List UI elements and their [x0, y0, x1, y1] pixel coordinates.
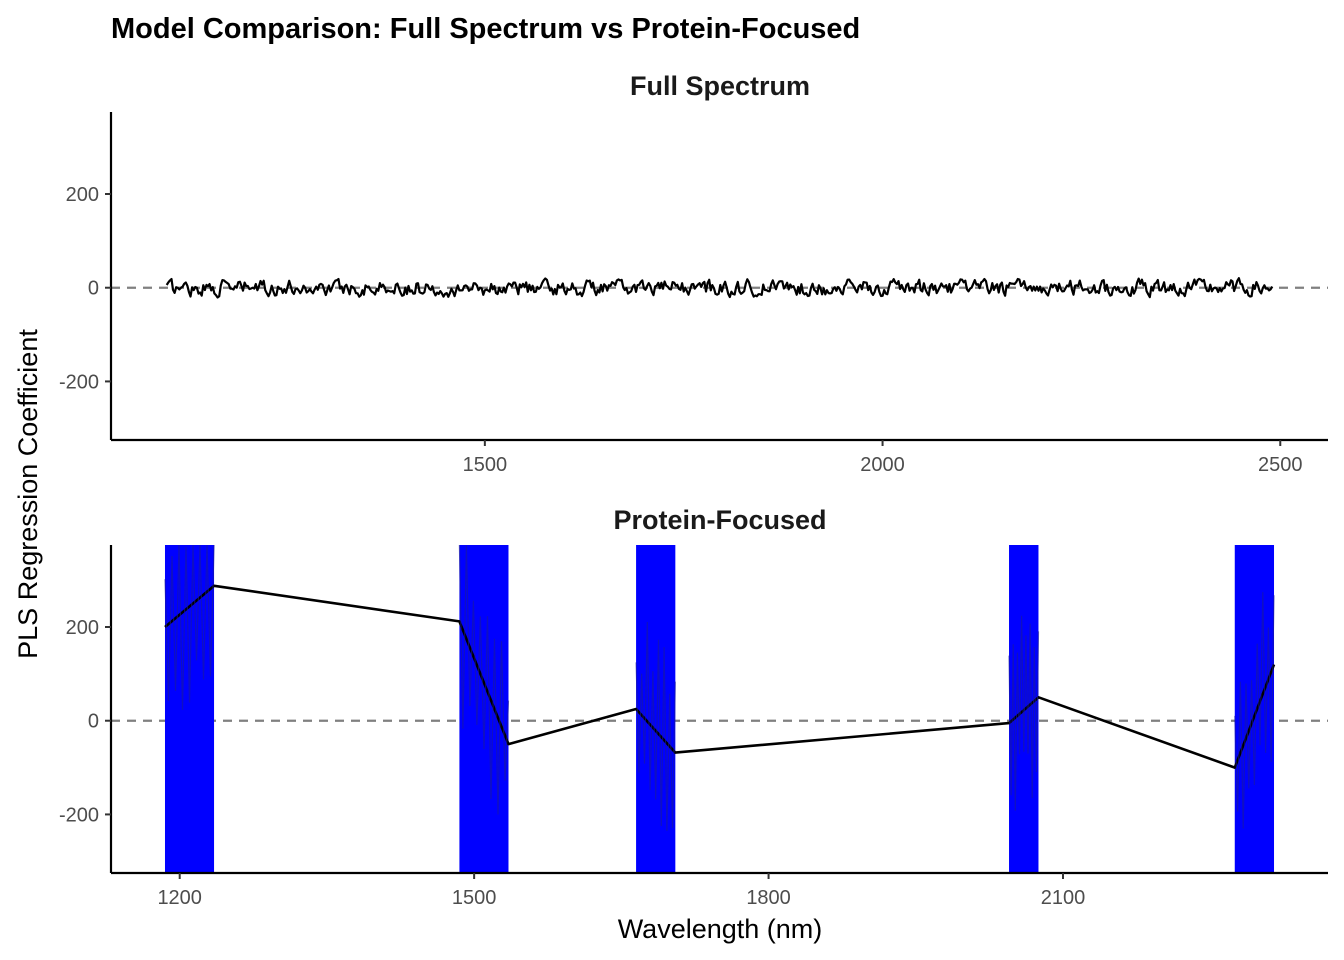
chart-title: Model Comparison: Full Spectrum vs Prote… [111, 13, 860, 45]
coefficient-line [165, 277, 1274, 299]
region-trace-2 [458, 545, 510, 815]
x-tick-label: 1500 [452, 887, 497, 909]
panel-protein-focused: -200 0 200 1200 1500 1800 2100 [59, 545, 1328, 909]
x-tick-label: 1500 [463, 454, 508, 476]
y-tick-label: 200 [66, 617, 99, 639]
region-trace-3 [635, 621, 676, 832]
y-tick-label: 200 [66, 184, 99, 206]
y-axis-title: PLS Regression Coefficient [13, 329, 43, 659]
y-tick-label: -200 [59, 371, 99, 393]
y-tick-label: -200 [59, 804, 99, 826]
region-trace-4 [1008, 615, 1040, 811]
x-tick-label: 2500 [1258, 454, 1303, 476]
region-trace-1 [164, 545, 215, 710]
region-trace-5 [1234, 592, 1275, 829]
x-tick-label: 2100 [1041, 887, 1086, 909]
x-tick-label: 2000 [860, 454, 905, 476]
x-axis-title: Wavelength (nm) [618, 914, 823, 944]
panel-full-spectrum: -200 0 200 1500 2000 2500 [59, 112, 1328, 476]
region-band-1 [164, 545, 215, 873]
x-tick-label: 1800 [746, 887, 791, 909]
y-tick-label: 0 [88, 278, 99, 300]
region-band-2 [459, 545, 509, 873]
panel-title-full-spectrum: Full Spectrum [630, 71, 810, 101]
y-tick-label: 0 [88, 711, 99, 733]
x-tick-label: 1200 [157, 887, 202, 909]
panel-title-protein-focused: Protein-Focused [613, 505, 826, 535]
coefficient-line [164, 584, 1276, 769]
